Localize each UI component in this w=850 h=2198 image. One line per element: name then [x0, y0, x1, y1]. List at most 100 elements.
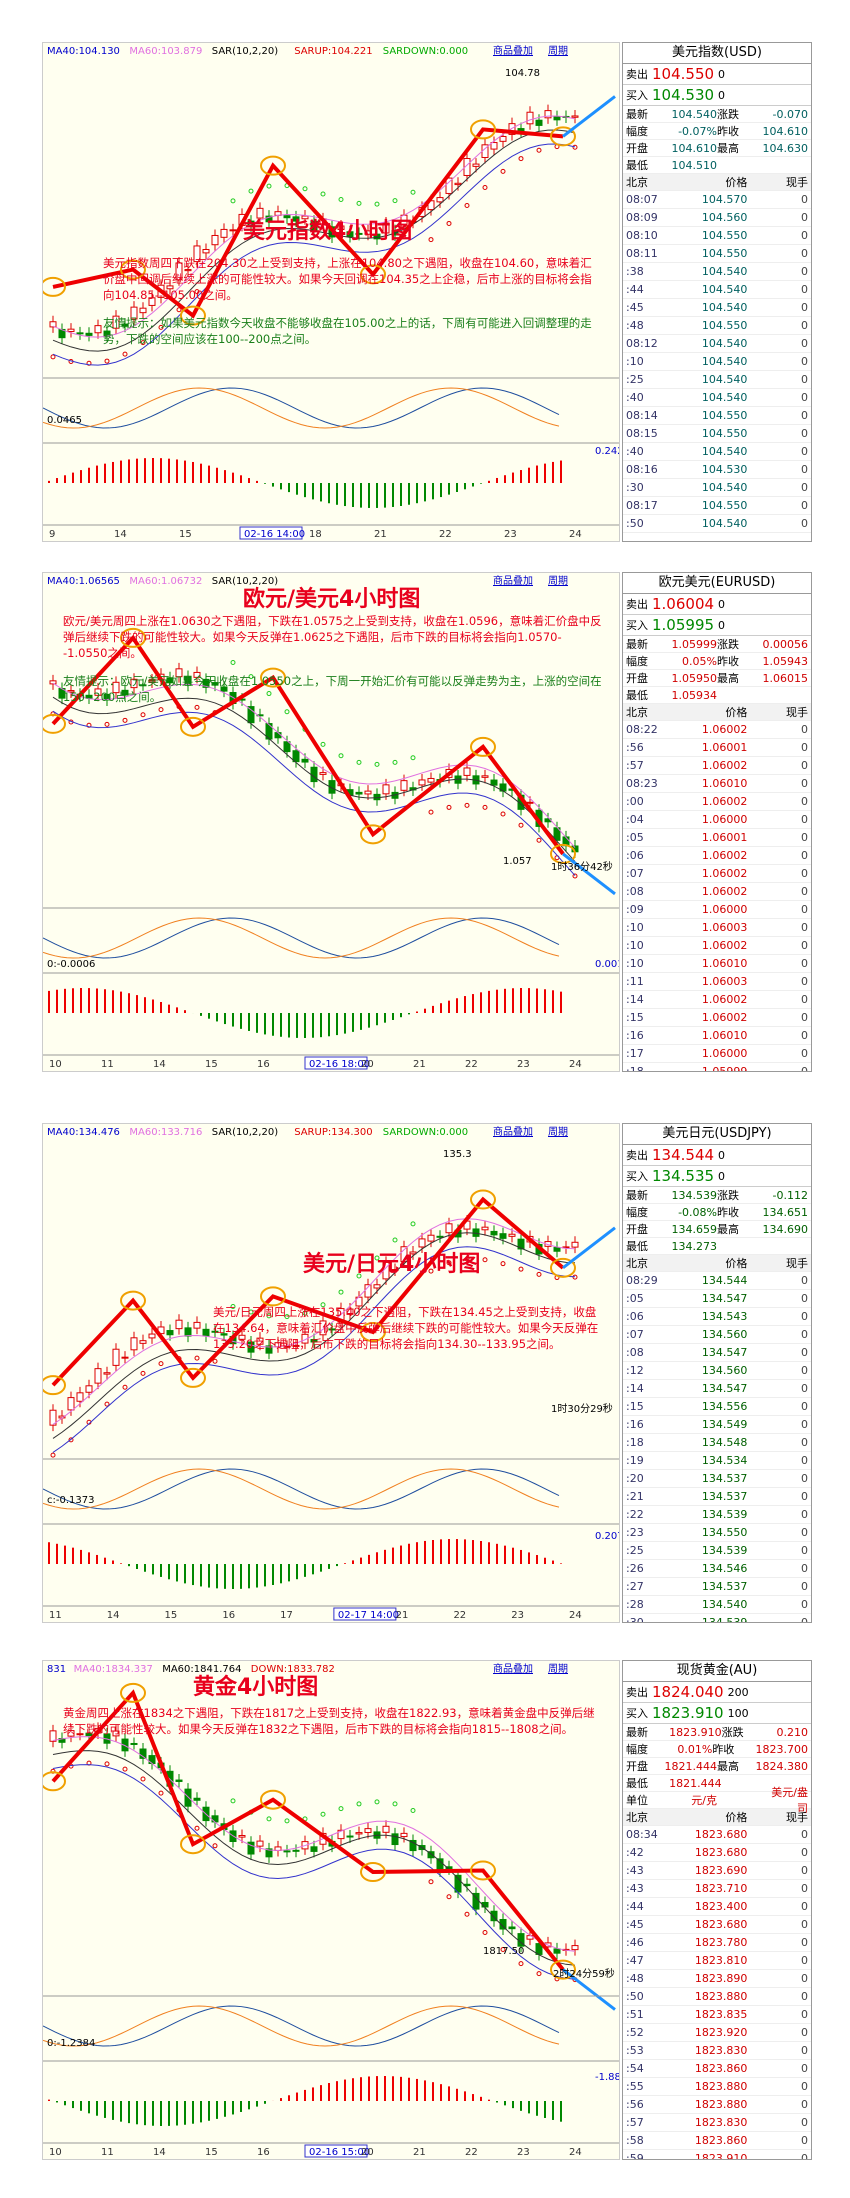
- candle-body: [481, 775, 489, 778]
- sar-dot: [446, 1260, 452, 1266]
- tick-cell: :14: [626, 993, 644, 1006]
- tick-row: 08:11 104.550 0: [623, 245, 811, 263]
- chart-label: 0:-1.2384: [47, 2038, 95, 2049]
- x-tick-label: 11: [101, 1059, 114, 1070]
- moving-average: [52, 710, 576, 876]
- x-tick-label: 02-17 14:00: [338, 1610, 399, 1621]
- tick-cell: :56: [626, 741, 644, 754]
- candle-body: [400, 780, 408, 791]
- stat-cell: 0.01%: [677, 1742, 713, 1756]
- candle-body: [481, 1226, 489, 1231]
- tick-cell: :45: [626, 301, 644, 314]
- tick-cell: 0: [801, 319, 809, 332]
- candle-body: [85, 694, 93, 699]
- candle-body: [76, 332, 84, 335]
- sar-dot: [230, 1798, 236, 1804]
- x-tick-label: 22: [465, 2147, 478, 2158]
- candle-body: [139, 684, 147, 687]
- tick-cell: 0: [801, 813, 809, 826]
- tick-cell: 08:12: [626, 337, 658, 350]
- chart-panel: MA40:104.130 MA60:103.879 SAR(10,2,20) SARU…: [40, 42, 812, 542]
- quote-sell: 卖出 104.550 0: [623, 64, 811, 85]
- time-cursor-box: [239, 526, 303, 540]
- tick-row: :05 134.547 0: [623, 1290, 811, 1308]
- tick-cell: 08:09: [626, 211, 658, 224]
- tick-cell: :09: [626, 903, 644, 916]
- candle-body: [283, 1850, 291, 1853]
- oscillator-line: [42, 917, 560, 959]
- quote-sell: 卖出 1824.040 200: [623, 1682, 811, 1703]
- sar-dot: [86, 722, 92, 728]
- candle-body: [490, 1910, 498, 1922]
- stat-cell: 昨收: [712, 1743, 735, 1756]
- sar-dot: [176, 307, 182, 313]
- tick-cell: :05: [626, 1292, 644, 1305]
- tick-cell: 0: [801, 2152, 809, 2160]
- stat-cell: 1.05943: [762, 654, 809, 668]
- tick-row: :10 1.06010 0: [623, 955, 811, 973]
- tick-cell: 1823.690: [694, 1864, 748, 1877]
- sar-dot: [464, 1911, 470, 1917]
- stat-cell: 0.05%: [682, 654, 717, 668]
- quote-stat-row: 最新 134.539 涨跌 -0.112: [623, 1187, 811, 1204]
- tick-cell: 0: [801, 2116, 809, 2129]
- moving-average: [52, 696, 576, 862]
- toolbar-button: 周期: [548, 1126, 568, 1138]
- sar-dot: [536, 837, 542, 843]
- price: 104.530: [652, 86, 715, 104]
- x-tick-label: 22: [439, 529, 452, 540]
- indicator-label: SARUP:134.300: [294, 1127, 372, 1138]
- sar-dot: [248, 1309, 254, 1315]
- tick-cell: 104.550: [701, 319, 748, 332]
- indicator-label: MA40:1.06565: [47, 576, 120, 587]
- sar-dot: [104, 1761, 110, 1767]
- sar-dot: [158, 1361, 164, 1367]
- tick-row: :50 1823.880 0: [623, 1988, 811, 2006]
- tick-cell: 08:14: [626, 409, 658, 422]
- tick-cell: 1823.680: [694, 1846, 748, 1859]
- tick-cell: 0: [801, 1065, 809, 1072]
- tick-cell: 1823.920: [694, 2026, 748, 2039]
- candle-body: [121, 1356, 129, 1359]
- tick-row: :44 1823.400 0: [623, 1898, 811, 1916]
- candle-body: [526, 111, 534, 125]
- tick-cell: :53: [626, 2044, 644, 2057]
- tick-cell: :21: [626, 1490, 644, 1503]
- chart-label: 1.057: [503, 856, 532, 867]
- sar-dot: [212, 1843, 218, 1849]
- tick-cell: 0: [801, 1918, 809, 1931]
- tick-cell: 1823.860: [694, 2062, 748, 2075]
- tick-cell: 0: [801, 1472, 809, 1485]
- sar-dot: [356, 759, 362, 765]
- candle-body: [310, 1846, 318, 1852]
- tick-cell: :38: [626, 265, 644, 278]
- sar-dot: [482, 804, 488, 810]
- sar-dot: [392, 198, 398, 204]
- label: 卖出: [626, 1149, 648, 1162]
- tick-cell: 0: [801, 1900, 809, 1913]
- oscillator-line: [42, 1468, 560, 1510]
- tick-cell: 1823.710: [694, 1882, 748, 1895]
- candle-body: [499, 1233, 507, 1239]
- candle-body: [184, 1788, 192, 1807]
- tick-row: :45 104.540 0: [623, 299, 811, 317]
- tick-cell: 0: [801, 2062, 809, 2075]
- sar-dot: [266, 1313, 272, 1319]
- tick-cell: 0: [801, 1526, 809, 1539]
- stat-cell: 最高: [717, 1760, 739, 1773]
- tick-cell: :10: [626, 939, 644, 952]
- tick-cell: 1823.680: [694, 1918, 748, 1931]
- tick-row: 08:15 104.550 0: [623, 425, 811, 443]
- sar-dot: [140, 1370, 146, 1376]
- oscillator-line: [42, 2005, 560, 2047]
- quote-name: 美元指数(USD): [623, 43, 811, 64]
- quote-stat-row: 最新 104.540 涨跌 -0.070: [623, 106, 811, 123]
- candle-body: [490, 142, 498, 150]
- candle-body: [445, 177, 453, 194]
- candle-body: [256, 1840, 264, 1847]
- tick-row: :58 1823.860 0: [623, 2132, 811, 2150]
- x-tick-label: 14: [153, 1059, 166, 1070]
- candle-body: [553, 1948, 561, 1954]
- tick-row: :57 1823.830 0: [623, 2114, 811, 2132]
- candle-body: [148, 1333, 156, 1339]
